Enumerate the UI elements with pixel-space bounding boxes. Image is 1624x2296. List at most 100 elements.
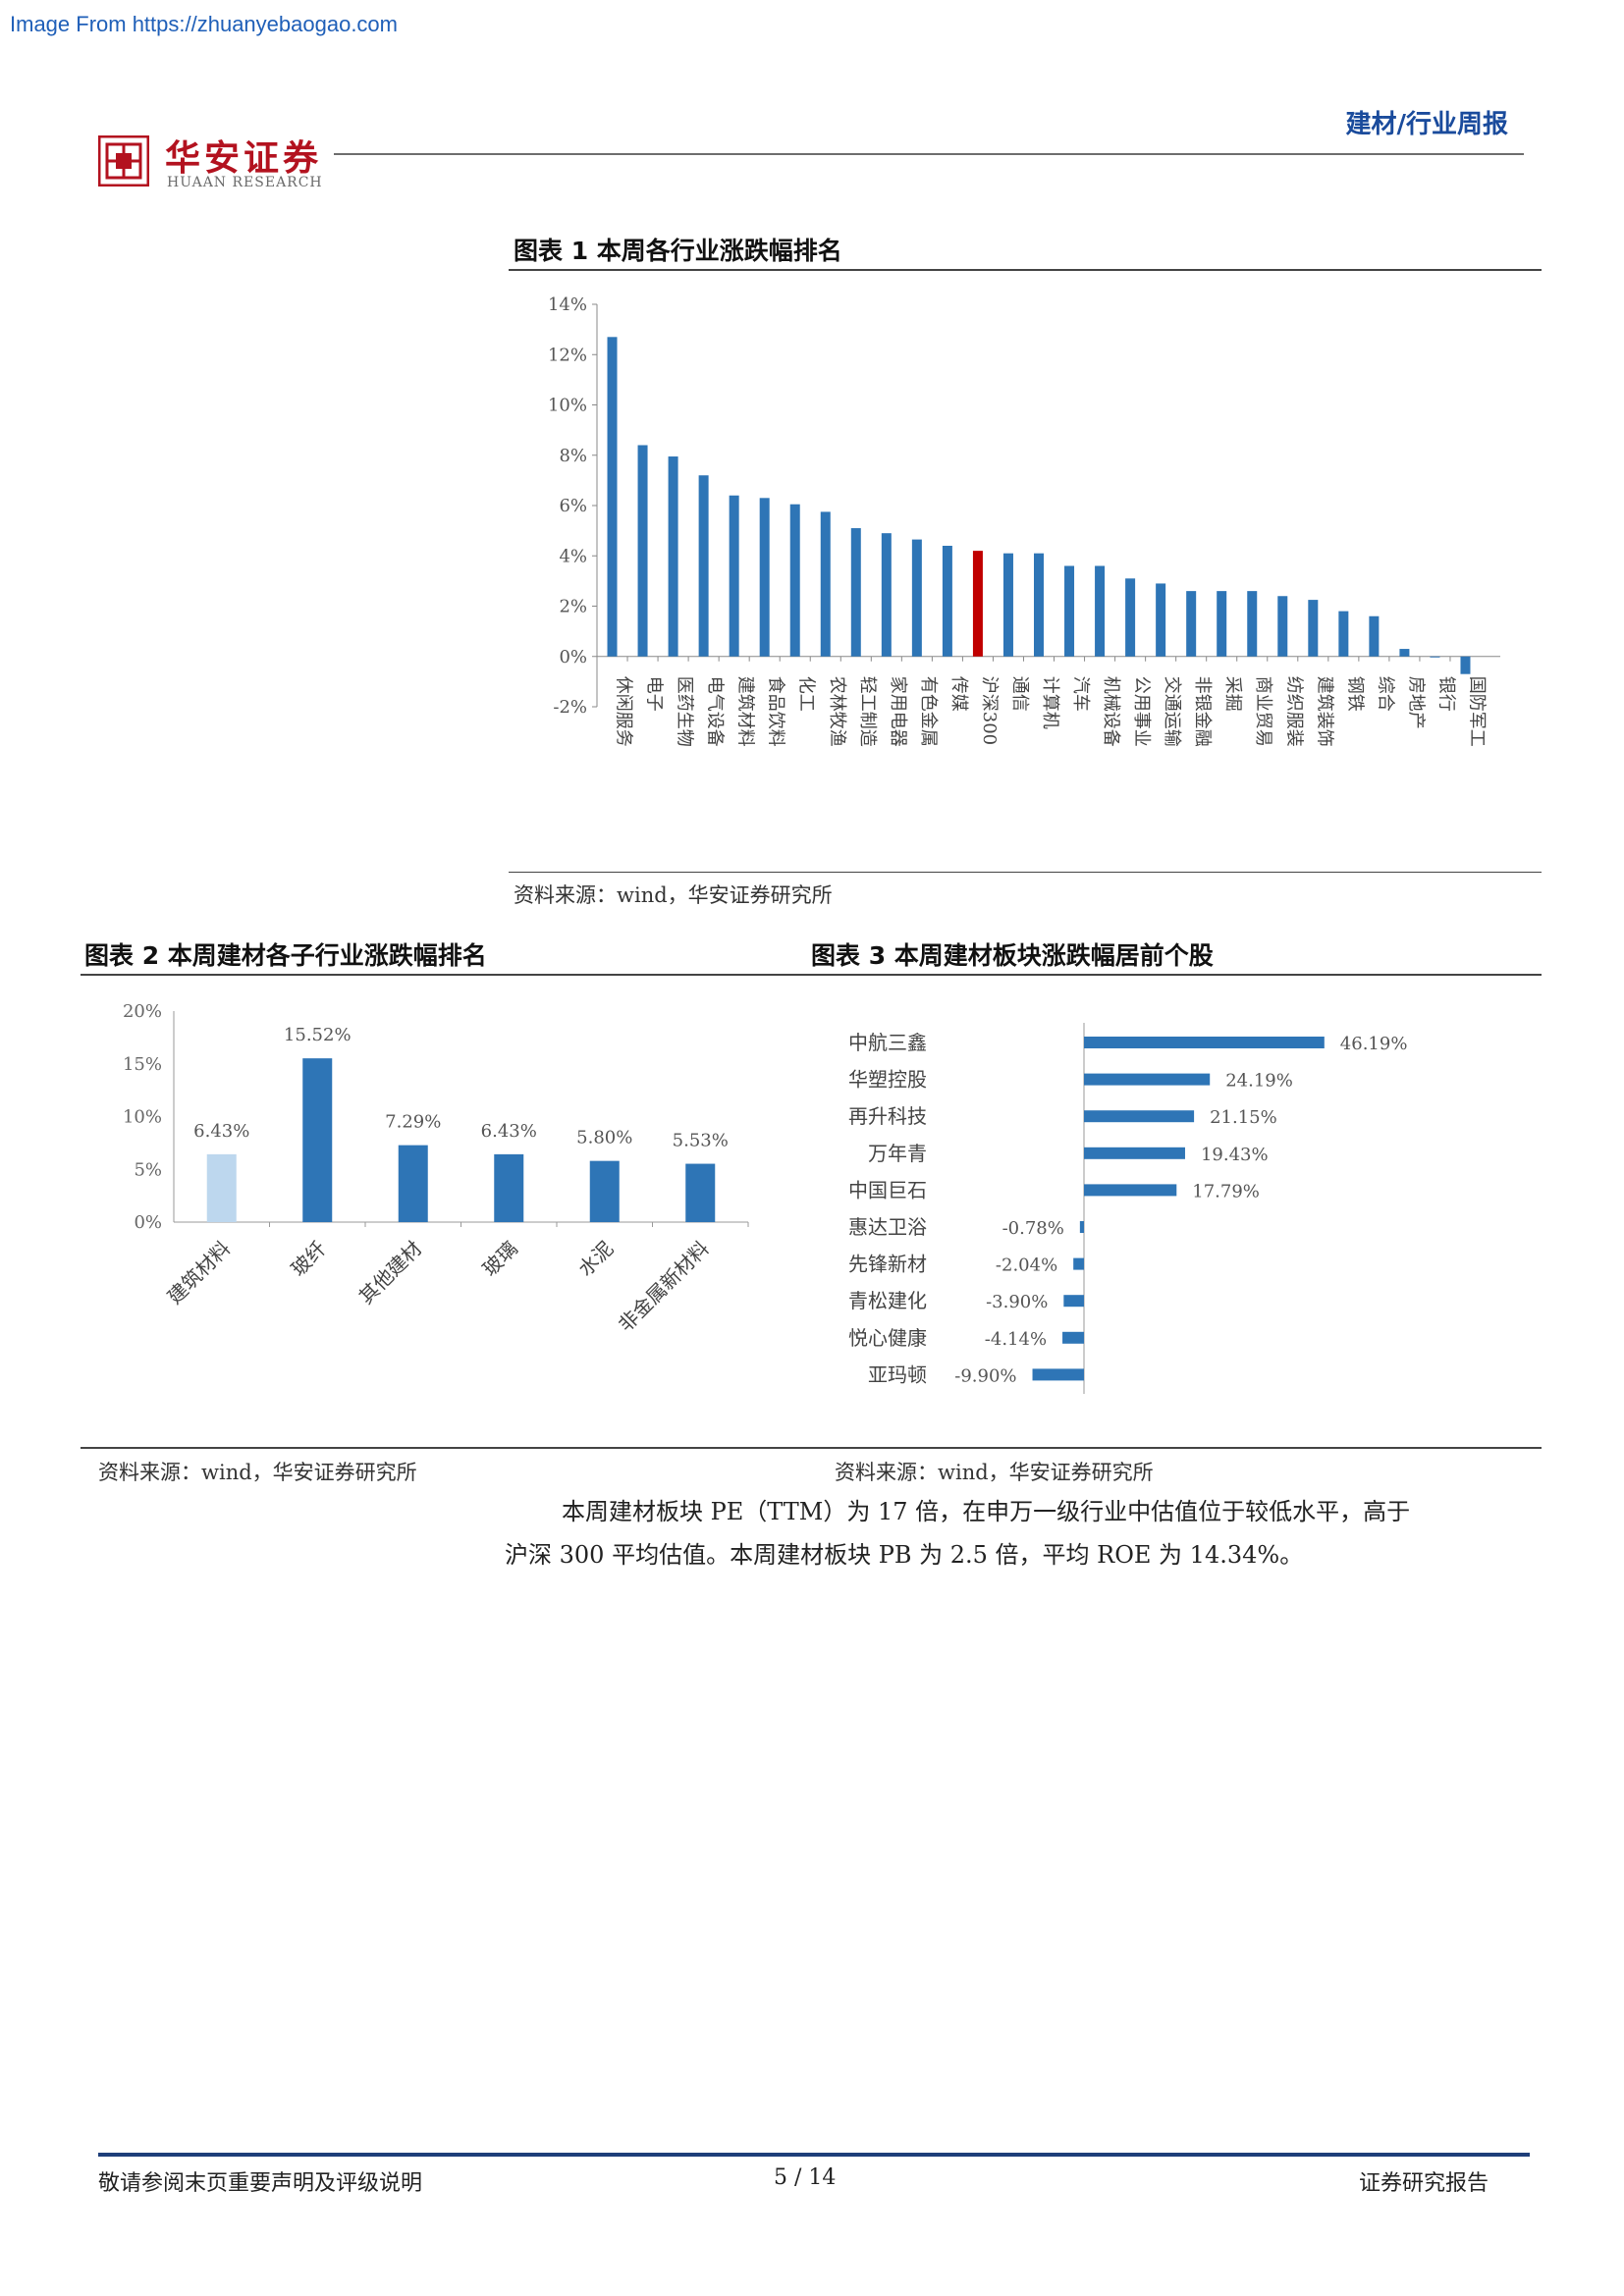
- figure1-y-tick-label: 0%: [559, 647, 587, 667]
- figure1-bar: [1338, 611, 1349, 657]
- figure2-data-label: 7.29%: [385, 1112, 441, 1133]
- figure1-source: 资料来源：wind，华安证券研究所: [514, 883, 833, 907]
- figure3-category-label: 华塑控股: [848, 1068, 927, 1092]
- figure1-bar: [972, 551, 983, 657]
- figure2-category-label: 玻璃: [478, 1237, 522, 1281]
- figure1-bar: [1399, 649, 1410, 657]
- figure1-bar: [1369, 615, 1380, 657]
- figure3-bar: [1062, 1331, 1084, 1344]
- figure1-bar: [1095, 565, 1106, 657]
- figure1-top-rule: [509, 269, 1542, 271]
- figure3-data-label: 19.43%: [1201, 1145, 1269, 1165]
- figure3-bar: [1084, 1073, 1211, 1086]
- figure1-category-label: 非银金融: [1192, 676, 1213, 747]
- company-logo-icon: [98, 135, 149, 187]
- figure3-data-label: -3.90%: [986, 1292, 1048, 1312]
- figure3-category-label: 先锋新材: [848, 1253, 927, 1276]
- figure2-y-tick-label: 15%: [123, 1054, 162, 1075]
- figure3-bar: [1079, 1221, 1084, 1233]
- watermark-text: Image From https://zhuanyebaogao.com: [10, 12, 398, 36]
- figure1-y-tick-label: 4%: [559, 546, 587, 566]
- figure1-y-tick-label: 6%: [559, 496, 587, 516]
- figure2-y-tick-label: 20%: [123, 1001, 162, 1022]
- figure2-category-label: 建筑材料: [163, 1237, 236, 1309]
- figure3-bar: [1084, 1184, 1177, 1197]
- figure2-category-label: 其他建材: [354, 1237, 427, 1309]
- figure1-chart: -2% 0% 2% 4% 6% 8% 10% 12% 14% 休闲服务 电子 医药生物 电气设备 建筑材料…: [548, 294, 1500, 747]
- figure2-bar: [685, 1163, 716, 1222]
- figure3-source: 资料来源：wind，华安证券研究所: [835, 1461, 1154, 1484]
- figure1-bar: [668, 456, 678, 657]
- figure1-bar: [789, 504, 800, 657]
- figure1-bar: [1034, 553, 1044, 657]
- figure2-data-label: 6.43%: [193, 1121, 249, 1142]
- figure1-bottom-rule: [509, 872, 1542, 873]
- figure2-bar: [589, 1160, 620, 1222]
- figure3-data-label: 21.15%: [1210, 1107, 1277, 1128]
- figure1-category-label: 纺织服装: [1283, 676, 1304, 747]
- figure1-category-label: 国防军工: [1466, 676, 1487, 747]
- figure3-bar: [1084, 1037, 1325, 1048]
- figure1-category-label: 电子: [644, 676, 665, 712]
- figure2-data-label: 15.52%: [284, 1025, 352, 1045]
- figure3-bar: [1032, 1368, 1084, 1381]
- figure1-bar: [698, 475, 709, 657]
- figure3-data-label: -0.78%: [1002, 1218, 1064, 1239]
- figure1-y-tick-label: 12%: [548, 345, 587, 365]
- figure3-data-label: -9.90%: [954, 1365, 1016, 1386]
- figure1-bar: [1247, 591, 1258, 657]
- figure1-bar: [911, 539, 922, 657]
- figure3-title: 图表 3 本周建材板块涨跌幅居前个股: [811, 941, 1214, 970]
- figure3-category-label: 悦心健康: [848, 1326, 927, 1350]
- figure2-bar: [302, 1058, 333, 1222]
- figure1-bar: [607, 337, 618, 657]
- figure1-bar: [820, 511, 831, 657]
- figure3-bar: [1084, 1110, 1195, 1123]
- figure1-y-tick-label: 8%: [559, 446, 587, 466]
- body-paragraph-line1: 本周建材板块 PE（TTM）为 17 倍，在申万一级行业中估值位于较低水平，高于: [562, 1498, 1411, 1525]
- figure1-bar: [850, 528, 861, 657]
- figure1-category-label: 食品饮料: [766, 676, 786, 747]
- figure1-bar: [729, 495, 739, 657]
- figure1-y-tick-label: 2%: [559, 597, 587, 617]
- figure1-category-label: 计算机: [1040, 676, 1060, 729]
- figure1-bar: [1186, 591, 1197, 657]
- figure3-data-label: -2.04%: [996, 1255, 1057, 1276]
- figure1-category-label: 休闲服务: [614, 676, 634, 747]
- figure1-bar: [759, 498, 770, 657]
- figure1-category-label: 房地产: [1405, 676, 1426, 729]
- figure1-category-label: 银行: [1435, 676, 1456, 712]
- figure3-bar: [1084, 1147, 1185, 1159]
- figure1-bar: [1156, 583, 1166, 657]
- page-number: 5 / 14: [774, 2165, 837, 2190]
- company-logo-english: HUAAN RESEARCH: [167, 175, 323, 190]
- figure1-y-tick-label: -2%: [553, 697, 587, 718]
- figure2-bar: [206, 1153, 237, 1222]
- figure1-bar: [881, 533, 892, 657]
- figure1-bar: [1064, 565, 1075, 657]
- figure1-category-label: 采掘: [1222, 676, 1243, 712]
- figure2-bar: [398, 1145, 428, 1222]
- figure2-data-label: 5.80%: [576, 1128, 632, 1148]
- figure1-category-label: 轻工制造: [857, 676, 878, 747]
- figure1-category-label: 化工: [796, 676, 817, 712]
- figure1-category-label: 农林牧渔: [827, 676, 847, 747]
- figure3-category-label: 万年青: [868, 1142, 927, 1165]
- figure1-category-label: 有色金属: [918, 676, 939, 747]
- figure1-bar: [637, 445, 648, 657]
- figure1-bar: [1125, 578, 1136, 657]
- figure2-chart: 0% 5% 10% 15% 20% 6.43% 建筑材料 15.52% 玻纤 7.29% 其他建材 6…: [123, 1001, 749, 1337]
- figure1-bar: [1430, 656, 1440, 658]
- figure2-title: 图表 2 本周建材各子行业涨跌幅排名: [84, 941, 487, 970]
- figure1-category-label: 建筑装饰: [1314, 676, 1334, 747]
- figure1-category-label: 汽车: [1070, 676, 1091, 712]
- figure3-category-label: 中航三鑫: [848, 1031, 927, 1054]
- figure3-category-label: 中国巨石: [848, 1178, 927, 1201]
- footer-disclaimer: 敬请参阅末页重要声明及评级说明: [98, 2171, 423, 2196]
- figure1-category-label: 钢铁: [1344, 676, 1365, 712]
- figure2-y-tick-label: 5%: [134, 1159, 162, 1180]
- figure1-category-label: 通信: [1009, 676, 1030, 712]
- company-logo-chinese: 华安证券: [165, 137, 323, 179]
- figure2-category-label: 非金属新材料: [614, 1237, 714, 1337]
- figure3-category-label: 亚玛顿: [868, 1362, 927, 1386]
